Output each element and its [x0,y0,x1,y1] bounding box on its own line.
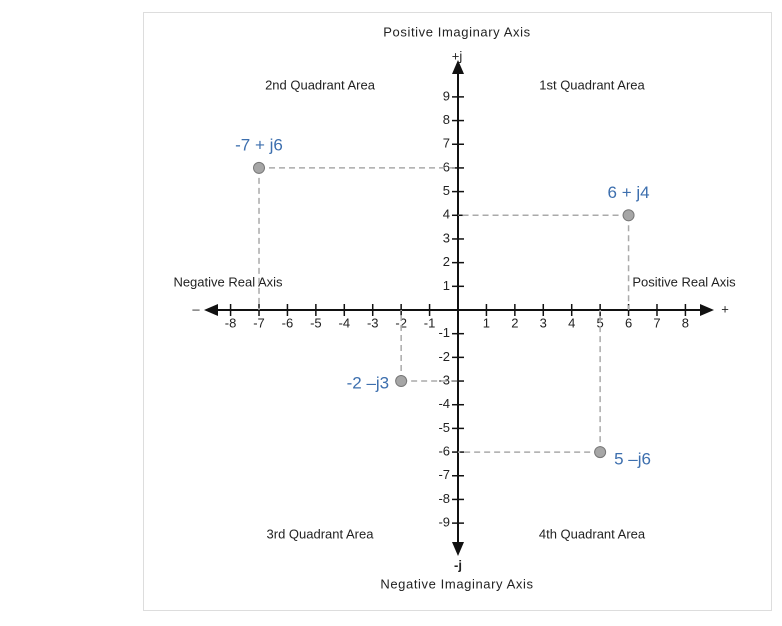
axis-label: Positive Imaginary Axis [383,24,530,39]
point-label: 6 + j4 [608,183,650,202]
x-tick-label: 4 [568,315,575,330]
quadrant-label: 2nd Quadrant Area [265,77,376,92]
axis-label: + [721,301,729,316]
y-tick-label: 5 [443,183,450,198]
x-tick-label: 8 [682,315,689,330]
quadrant-label: 1st Quadrant Area [539,77,645,92]
axis-label: Positive Real Axis [632,274,736,289]
axis-label: Negative Imaginary Axis [380,576,533,591]
y-tick-label: 2 [443,254,450,269]
x-tick-label: -4 [339,315,351,330]
y-tick-label: -4 [438,396,450,411]
point-label: -2 –j3 [347,374,390,393]
point-label: 5 –j6 [614,450,651,469]
x-tick-label: -6 [282,315,294,330]
axis-label: +j [452,48,463,63]
x-tick-label: -1 [424,315,436,330]
x-tick-label: -3 [367,315,379,330]
axis-label: – [192,301,200,316]
y-tick-label: 6 [443,159,450,174]
point [622,209,635,222]
y-tick-label: -6 [438,444,450,459]
y-tick-label: 9 [443,88,450,103]
y-tick-label: 4 [443,207,450,222]
y-tick-label: -2 [438,349,450,364]
quadrant-label: 3rd Quadrant Area [267,526,375,541]
y-tick-label: -9 [438,515,450,530]
axis-label: -j [454,557,462,572]
y-tick-label: -7 [438,467,450,482]
axes [204,60,714,556]
y-tick-label: 3 [443,230,450,245]
x-tick-label: 1 [483,315,490,330]
y-tick-label: 1 [443,278,450,293]
x-tick-label: -2 [395,315,407,330]
arrow [700,304,714,316]
quadrant-label: 4th Quadrant Area [539,526,646,541]
x-tick-label: -5 [310,315,322,330]
x-tick-label: 2 [511,315,518,330]
point-label: -7 + j6 [235,135,283,154]
arrow [452,60,464,74]
y-tick-label: -8 [438,491,450,506]
x-tick-label: 5 [597,315,604,330]
arrow [452,542,464,556]
y-tick-label: 7 [443,136,450,151]
y-tick-label: -1 [438,325,450,340]
x-tick-label: -7 [253,315,265,330]
x-tick-label: 3 [540,315,547,330]
x-tick-label: 7 [653,315,660,330]
point [594,446,607,459]
axis-label: Negative Real Axis [173,274,283,289]
x-tick-label: 6 [625,315,632,330]
point [395,375,408,388]
point [253,161,266,174]
y-tick-label: 8 [443,112,450,127]
y-tick-label: -3 [438,372,450,387]
x-tick-label: -8 [225,315,237,330]
arrow [204,304,218,316]
y-tick-label: -5 [438,420,450,435]
